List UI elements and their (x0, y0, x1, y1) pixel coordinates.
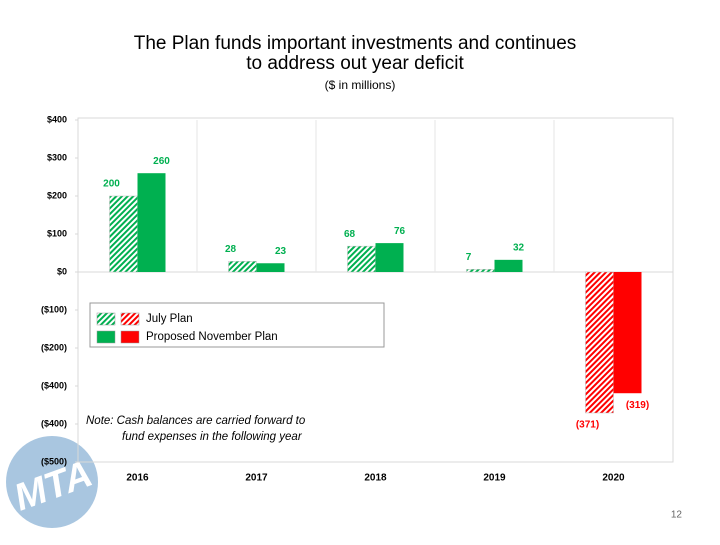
bar (347, 245, 376, 273)
data-label: 200 (103, 179, 120, 190)
x-tick-label: 2018 (364, 473, 387, 484)
data-label: (319) (626, 400, 649, 411)
logo-circle (6, 436, 98, 528)
legend-swatch (120, 330, 140, 344)
legend-label: Proposed November Plan (146, 331, 278, 343)
data-label: 23 (275, 246, 287, 257)
note: fund expenses in the following year (122, 431, 303, 443)
legend-swatch (96, 312, 116, 326)
plot-frame (77, 117, 674, 463)
bar (585, 271, 614, 414)
y-tick-label: $400 (47, 114, 67, 124)
data-label: 260 (153, 156, 170, 167)
legend-swatch (96, 330, 116, 344)
bar (494, 259, 523, 272)
y-tick-label: ($200) (41, 342, 67, 352)
bar (109, 195, 138, 273)
title-line: The Plan funds important investments and… (134, 33, 577, 54)
data-label: 76 (394, 226, 406, 237)
data-label: 28 (225, 244, 237, 255)
y-tick-label: $0 (57, 266, 67, 276)
bar (613, 272, 642, 394)
bar (375, 243, 404, 272)
y-tick-label: $100 (47, 228, 67, 238)
page-number: 12 (671, 510, 683, 521)
y-tick-label: $300 (47, 152, 67, 162)
legend-swatch (120, 312, 140, 326)
data-label: 32 (513, 242, 525, 253)
x-tick-label: 2017 (245, 473, 268, 484)
bar (137, 173, 166, 272)
x-tick-label: 2019 (483, 473, 506, 484)
title-line: to address out year deficit (246, 53, 464, 74)
data-label: 7 (466, 252, 472, 263)
x-tick-label: 2016 (126, 473, 149, 484)
bar (256, 263, 285, 272)
data-label: 68 (344, 229, 356, 240)
bar (466, 269, 495, 273)
y-tick-label: ($100) (41, 304, 67, 314)
y-tick-label: ($400) (41, 380, 67, 390)
y-tick-label: ($500) (41, 456, 67, 466)
legend-label: July Plan (146, 313, 193, 325)
subtitle: ($ in millions) (325, 78, 396, 92)
y-tick-label: $200 (47, 190, 67, 200)
x-tick-label: 2020 (602, 473, 625, 484)
y-tick-label: ($400) (41, 418, 67, 428)
data-label: (371) (576, 420, 599, 431)
note: Note: Cash balances are carried forward … (86, 415, 306, 427)
bar (228, 261, 257, 273)
